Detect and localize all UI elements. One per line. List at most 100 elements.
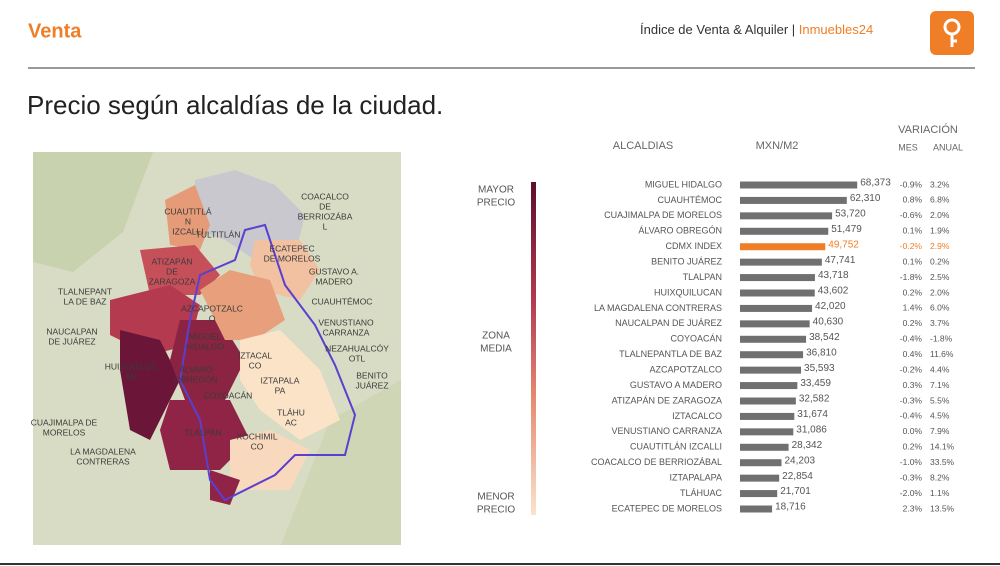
bar — [740, 320, 810, 328]
anual-value: 4.4% — [930, 364, 950, 374]
mes-value: -0.3% — [900, 472, 923, 482]
map-label: MADERO — [315, 276, 353, 286]
legend-label: ZONA — [482, 331, 510, 342]
map-label: CO — [249, 360, 262, 370]
bar — [740, 304, 813, 312]
bar — [740, 212, 833, 220]
map-label: L — [323, 221, 328, 231]
bar — [740, 428, 794, 436]
column-header: MES — [898, 142, 918, 152]
anual-value: 1.9% — [930, 226, 950, 236]
map-label: COACALCO — [301, 191, 349, 201]
map-label: IZCALLI — [172, 226, 203, 236]
map-label: CO — [251, 441, 264, 451]
bar — [740, 227, 829, 235]
row-label: CUAUTITLÁN IZCALLI — [630, 442, 722, 452]
map-label: AN — [125, 371, 137, 381]
map — [33, 152, 401, 545]
map-label: IZTAPALA — [261, 375, 300, 385]
map-label: TLALPAN — [184, 427, 221, 437]
mes-value: -1.0% — [900, 457, 923, 467]
mes-value: 0.8% — [903, 195, 923, 205]
map-label: GUSTAVO A. — [309, 266, 359, 276]
mes-value: -2.0% — [900, 488, 923, 498]
value-label: 28,342 — [792, 440, 823, 451]
column-header: ALCALDIAS — [613, 140, 674, 152]
bar — [740, 351, 804, 359]
value-label: 43,602 — [818, 286, 849, 297]
row-label: IZTAPALAPA — [669, 473, 722, 483]
map-label: IZTACAL — [238, 350, 273, 360]
mes-value: 0.2% — [903, 442, 923, 452]
mes-value: -0.4% — [900, 334, 923, 344]
row-label: GUSTAVO A MADERO — [630, 380, 722, 390]
anual-value: 13.5% — [930, 503, 955, 513]
map-label: PA — [275, 385, 286, 395]
row-label: BENITO JUÁREZ — [651, 257, 722, 267]
row-label: CUAUHTÉMOC — [658, 195, 723, 205]
bar — [740, 412, 795, 420]
row-label: NAUCALPAN DE JUÁREZ — [615, 318, 722, 328]
value-label: 40,630 — [813, 316, 844, 327]
value-label: 33,459 — [800, 378, 831, 389]
map-label: AC — [285, 417, 297, 427]
anual-value: 7.9% — [930, 426, 950, 436]
mes-value: 0.4% — [903, 349, 923, 359]
mes-value: 0.2% — [903, 318, 923, 328]
bar — [740, 474, 780, 482]
row-label: IZTACALCO — [672, 411, 722, 421]
bar — [740, 382, 798, 390]
map-label: TULTITLÁN — [196, 229, 241, 239]
map-label: TLÁHU — [277, 407, 305, 417]
map-terrain — [281, 380, 401, 545]
map-label: HUIXQUILUC — [105, 361, 157, 371]
map-label: COYOACÁN — [204, 390, 253, 400]
legend-label: PRECIO — [477, 198, 516, 209]
row-label: TLÁHUAC — [680, 488, 723, 498]
bar — [740, 459, 782, 467]
anual-value: 33.5% — [930, 457, 955, 467]
map-label: XOCHIMIL — [236, 431, 277, 441]
map-label: ÁLVARO — [179, 364, 213, 374]
map-label: CARRANZA — [323, 327, 370, 337]
anual-value: 3.2% — [930, 179, 950, 189]
map-label: CONTRERAS — [76, 456, 130, 466]
bar — [740, 258, 822, 266]
row-label: LA MAGDALENA CONTRERAS — [594, 303, 722, 313]
map-label: LA DE BAZ — [64, 296, 107, 306]
row-label: TLALPAN — [683, 272, 722, 282]
mes-value: -0.2% — [900, 364, 923, 374]
value-label: 18,716 — [775, 502, 806, 513]
map-label: CUAUTITLÁ — [164, 206, 212, 216]
map-label: MORELOS — [43, 427, 86, 437]
mes-value: -1.8% — [900, 272, 923, 282]
cdmx-outline — [178, 223, 357, 502]
map-label: DE JUÁREZ — [48, 336, 95, 346]
anual-value: 3.7% — [930, 318, 950, 328]
row-label: ATIZAPÁN DE ZARAGOZA — [612, 395, 722, 405]
value-label: 32,582 — [799, 394, 830, 405]
map-label: HIDALGO — [186, 341, 225, 351]
row-label: TLALNEPANTLA DE BAZ — [619, 349, 722, 359]
value-label: 42,020 — [815, 301, 846, 312]
map-region — [120, 330, 180, 440]
map-label: JUÁREZ — [355, 380, 388, 390]
value-label: 21,701 — [780, 486, 811, 497]
row-label: HUIXQUILUCAN — [654, 287, 722, 297]
bar — [740, 196, 847, 204]
mes-value: -0.3% — [900, 395, 923, 405]
map-label: NEZAHUALCÓY — [325, 343, 389, 353]
anual-value: 2.0% — [930, 210, 950, 220]
row-label: ECATEPEC DE MORELOS — [612, 503, 722, 513]
value-label: 31,674 — [797, 409, 828, 420]
row-label: AZCAPOTZALCO — [649, 365, 722, 375]
map-label: DE MORELOS — [264, 253, 321, 263]
bar — [740, 274, 815, 282]
anual-value: 1.1% — [930, 488, 950, 498]
column-header: VARIACIÓN — [898, 123, 958, 136]
row-label: CUAJIMALPA DE MORELOS — [604, 210, 722, 220]
legend-label: MENOR — [477, 492, 514, 503]
anual-value: 4.5% — [930, 411, 950, 421]
mes-value: -0.9% — [900, 179, 923, 189]
anual-value: 7.1% — [930, 380, 950, 390]
